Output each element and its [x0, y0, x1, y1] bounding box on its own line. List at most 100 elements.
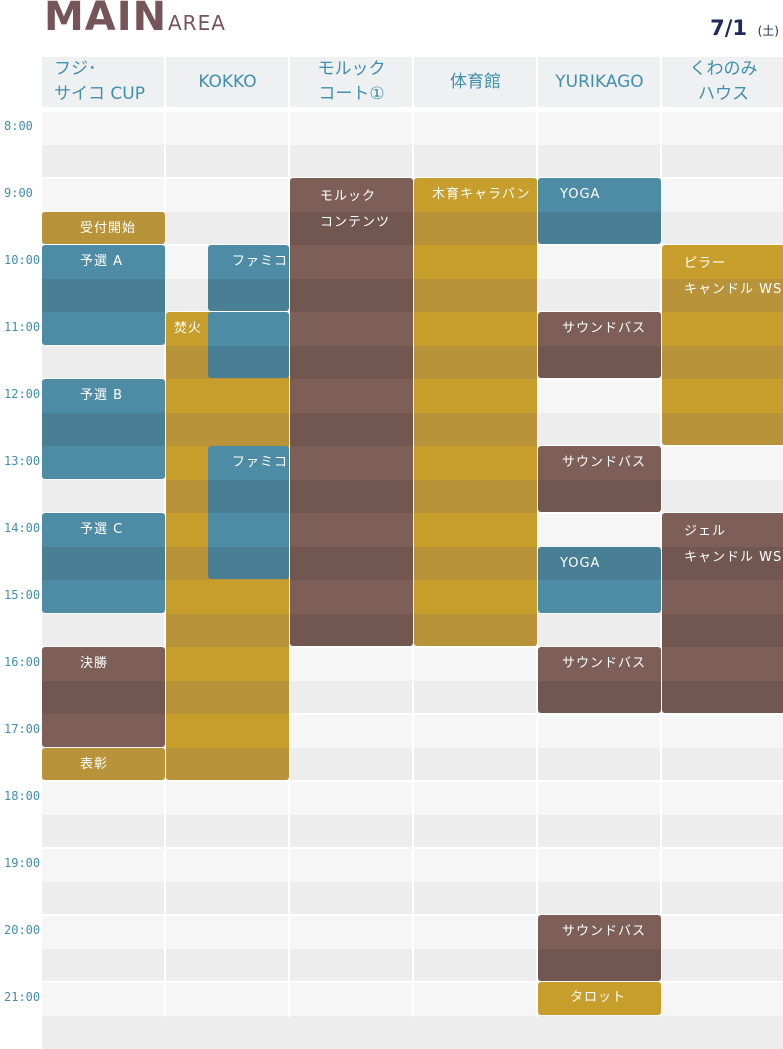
- event-shade: [290, 346, 413, 380]
- column-header-2: モルック コート①: [290, 57, 413, 107]
- event-block[interactable]: 予選 B: [42, 379, 165, 479]
- event-block[interactable]: 決勝: [42, 647, 165, 747]
- event-block[interactable]: 予選 A: [42, 245, 165, 345]
- event-shade: [414, 312, 537, 346]
- event-shade: [42, 681, 165, 715]
- event-label: サウンドバス: [562, 651, 646, 677]
- event-shade: [42, 279, 165, 313]
- event-label: ジェル キャンドル WS: [684, 519, 782, 571]
- event-shade: [662, 346, 783, 380]
- column-header-5: くわのみ ハウス: [662, 57, 783, 107]
- time-label: 9:00: [4, 186, 40, 200]
- column-header-4: YURIKAGO: [538, 57, 661, 107]
- event-block[interactable]: モルック コンテンツ: [290, 178, 413, 646]
- event-label: 表彰: [80, 752, 108, 778]
- event-block[interactable]: サウンドバス: [538, 312, 661, 378]
- event-shade: [414, 245, 537, 279]
- time-label: 14:00: [4, 521, 40, 535]
- event-label: サウンドバス: [562, 316, 646, 342]
- event-label: ファミコン: [232, 450, 289, 476]
- event-block[interactable]: 予選 C: [42, 513, 165, 613]
- column-header-label: モルック コート①: [318, 57, 386, 107]
- event-shade: [208, 346, 289, 379]
- event-shade: [290, 245, 413, 279]
- event-shade: [290, 279, 413, 313]
- event-shade: [538, 480, 661, 513]
- event-block[interactable]: サウンドバス: [538, 647, 661, 713]
- event-shade: [166, 748, 289, 781]
- event-shade: [166, 413, 289, 447]
- event-shade: [166, 614, 289, 648]
- event-label: YOGA: [560, 182, 600, 208]
- event-block[interactable]: サウンドバス: [538, 446, 661, 512]
- event-shade: [290, 312, 413, 346]
- time-label: 21:00: [4, 990, 40, 1004]
- event-block[interactable]: 表彰: [42, 748, 165, 781]
- event-shade: [208, 513, 289, 547]
- column-header-label: フジ･ サイコ CUP: [54, 57, 145, 107]
- column-header-label: くわのみ ハウス: [690, 57, 758, 107]
- event-shade: [42, 580, 165, 613]
- event-label: 焚火: [174, 316, 202, 342]
- event-shade: [414, 379, 537, 413]
- event-label: サウンドバス: [562, 919, 646, 945]
- event-shade: [166, 681, 289, 715]
- event-block[interactable]: YOGA: [538, 547, 661, 613]
- event-shade: [538, 681, 661, 714]
- event-block[interactable]: YOGA: [538, 178, 661, 244]
- event-block[interactable]: ピラー キャンドル WS: [662, 245, 783, 445]
- event-shade: [414, 580, 537, 614]
- hour-divider: [0, 780, 783, 782]
- event-label: 決勝: [80, 651, 108, 677]
- column-header-label: KOKKO: [198, 70, 256, 95]
- event-label: 予選 B: [80, 383, 123, 409]
- event-block[interactable]: ファミコン: [208, 245, 289, 311]
- event-block[interactable]: タロット: [538, 982, 661, 1015]
- event-block[interactable]: ジェル キャンドル WS: [662, 513, 783, 713]
- event-shade: [290, 513, 413, 547]
- event-shade: [290, 413, 413, 447]
- time-label: 16:00: [4, 655, 40, 669]
- schedule-grid: フジ･ サイコ CUP KOKKO モルック コート① 体育館 YURIKAGO くわのみ…: [0, 0, 783, 1024]
- event-shade: [414, 346, 537, 380]
- event-shade: [414, 212, 537, 246]
- time-label: 19:00: [4, 856, 40, 870]
- event-shade: [42, 446, 165, 479]
- time-label: 18:00: [4, 789, 40, 803]
- event-label: ファミコン: [232, 249, 289, 275]
- event-shade: [662, 681, 783, 714]
- event-label: 予選 C: [80, 517, 123, 543]
- column-header-1: KOKKO: [166, 57, 289, 107]
- event-label: YOGA: [560, 551, 600, 577]
- event-label: ピラー キャンドル WS: [684, 251, 782, 303]
- event-shade: [208, 547, 289, 580]
- event-shade: [538, 346, 661, 379]
- event-shade: [42, 312, 165, 345]
- hour-divider: [0, 110, 783, 112]
- event-shade: [662, 312, 783, 346]
- event-block[interactable]: [208, 312, 289, 378]
- event-shade: [208, 279, 289, 312]
- event-shade: [166, 714, 289, 748]
- event-block[interactable]: 受付開始: [42, 212, 165, 245]
- time-label: 12:00: [4, 387, 40, 401]
- event-block[interactable]: ファミコン: [208, 446, 289, 579]
- hour-divider: [0, 914, 783, 916]
- event-shade: [42, 547, 165, 581]
- event-label: モルック コンテンツ: [320, 184, 390, 236]
- time-label: 17:00: [4, 722, 40, 736]
- event-shade: [166, 379, 289, 413]
- event-shade: [414, 547, 537, 581]
- event-block[interactable]: サウンドバス: [538, 915, 661, 981]
- event-label: 予選 A: [80, 249, 123, 275]
- event-shade: [538, 949, 661, 982]
- column-header-label: YURIKAGO: [555, 70, 643, 95]
- event-shade: [290, 580, 413, 614]
- event-shade: [166, 647, 289, 681]
- event-shade: [662, 413, 783, 446]
- event-shade: [662, 580, 783, 614]
- column-header-label: 体育館: [450, 70, 501, 95]
- event-shade: [290, 614, 413, 647]
- event-shade: [208, 312, 289, 346]
- event-block[interactable]: 木育キャラバン: [414, 178, 537, 646]
